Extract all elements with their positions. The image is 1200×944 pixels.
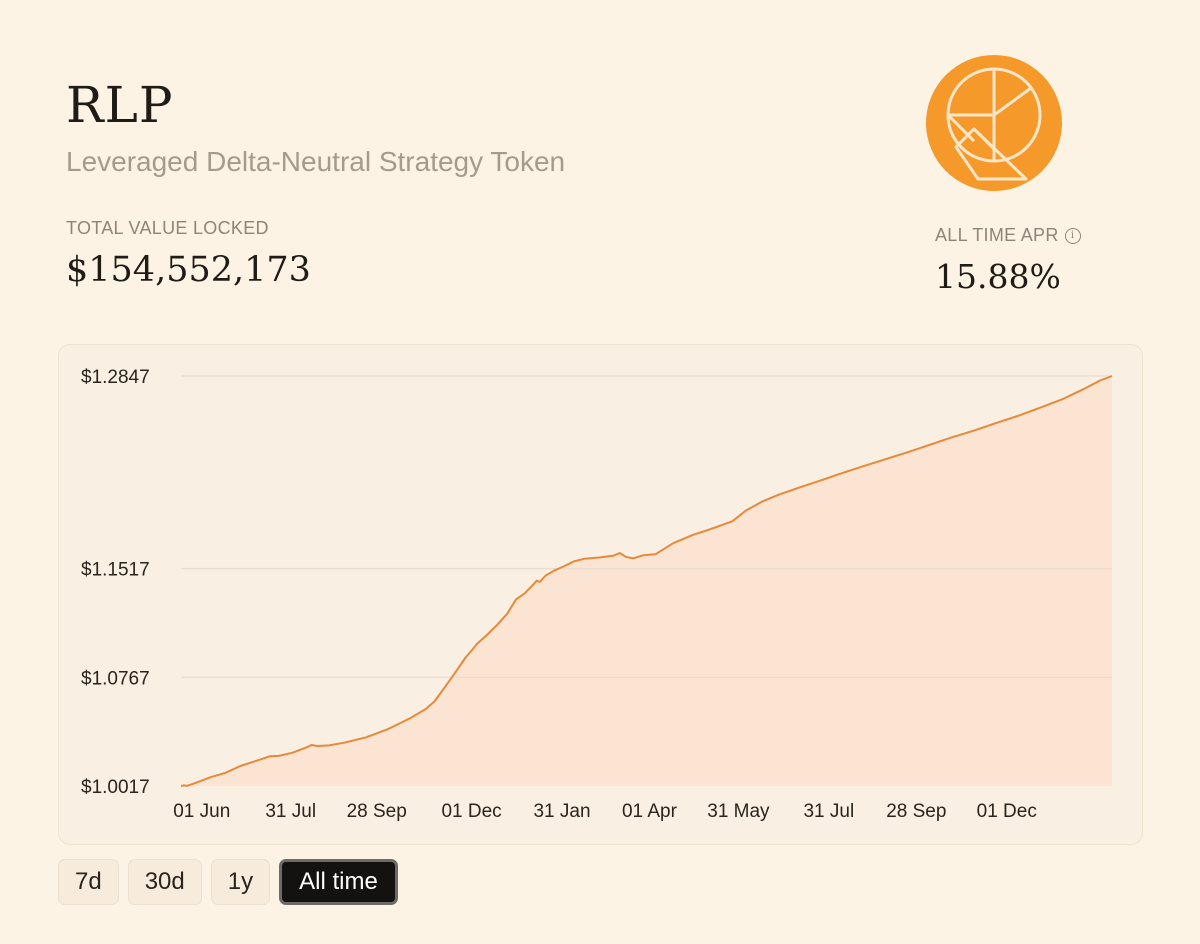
x-tick-label: 01 Apr [622,801,678,822]
tvl-value: $154,552,173 [66,250,311,290]
price-line [180,375,1113,787]
info-icon[interactable]: i [1064,227,1081,244]
range-button-7d[interactable]: 7d [58,859,119,905]
range-button-all-time[interactable]: All time [279,859,398,905]
rlp-logo-icon [926,55,1062,191]
x-tick-label: 01 Dec [441,801,501,822]
x-tick-label: 28 Sep [886,801,946,822]
page-subtitle: Leveraged Delta-Neutral Strategy Token [66,146,566,177]
range-button-30d[interactable]: 30d [127,859,202,905]
price-chart-card: $1.2847 $1.1517 $1.0767 $1.0017 01 Jun 31 Jul… [58,344,1143,845]
page-title: RLP [66,76,174,134]
tvl-label: TOTAL VALUE LOCKED [66,218,269,238]
y-tick-label: $1.2847 [81,367,150,388]
x-tick-label: 31 Jan [533,801,590,822]
y-tick-label: $1.1517 [81,560,150,581]
y-tick-label: $1.0767 [81,668,150,689]
price-area [181,376,1112,786]
apr-label: ALL TIME APR i [935,225,1081,246]
apr-label-text: ALL TIME APR [935,225,1059,245]
x-tick-label: 01 Dec [977,801,1037,822]
x-tick-label: 28 Sep [347,801,407,822]
apr-value: 15.88% [935,257,1061,296]
x-tick-label: 31 Jul [265,801,316,822]
x-tick-label: 31 May [707,801,770,822]
range-button-1y[interactable]: 1y [210,859,271,905]
x-tick-label: 31 Jul [803,801,854,822]
price-chart[interactable]: $1.2847 $1.1517 $1.0767 $1.0017 01 Jun 31 Jul… [59,345,1144,846]
y-tick-label: $1.0017 [81,777,150,798]
time-range-selector: 7d 30d 1y All time [58,859,398,905]
x-tick-label: 01 Jun [173,801,230,822]
